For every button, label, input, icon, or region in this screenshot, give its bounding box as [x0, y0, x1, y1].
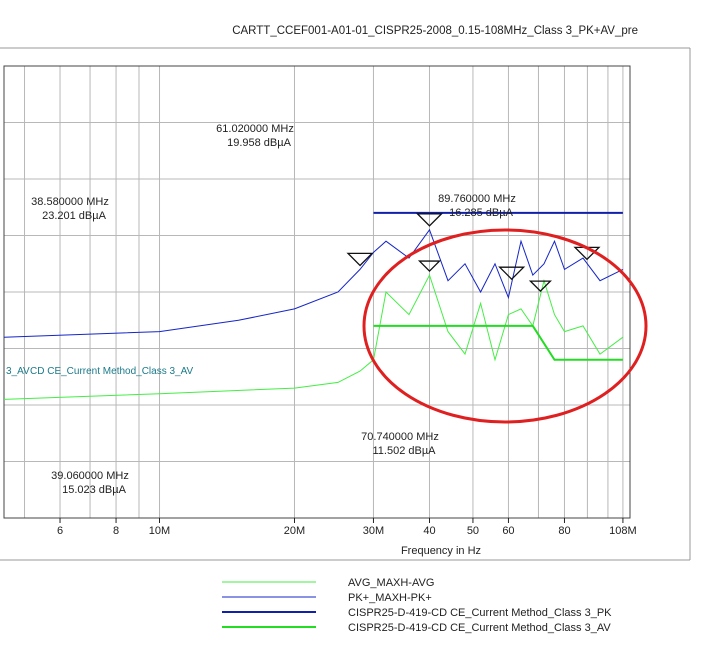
peak-marker: [498, 266, 526, 281]
x-tick-label: 108M: [609, 525, 637, 537]
legend-label: AVG_MAXH-AVG: [348, 577, 434, 589]
avg-marker: [528, 280, 552, 293]
series-line-3: [373, 324, 623, 361]
x-tick-label: 20M: [284, 525, 305, 537]
annotation-level: 15.023 dBµA: [62, 484, 126, 496]
x-axis-ticks: 6 8 10M 20M 30M 40 50 60 80 108M: [57, 518, 637, 537]
x-tick-label: 40: [423, 525, 435, 537]
limit-line-label-left: 3_AV: [6, 366, 30, 377]
peak-marker: [415, 213, 444, 227]
x-tick-label: 6: [57, 525, 63, 537]
annotation-frequency: 61.020000 MHz: [216, 123, 294, 135]
x-tick-label: 30M: [363, 525, 384, 537]
annotation-level: 16.285 dBµA: [449, 207, 513, 219]
legend-label: CISPR25-D-419-CD CE_Current Method_Class…: [348, 622, 611, 634]
chart-title: CARTT_CCEF001-A01-01_CISPR25-2008_0.15-1…: [232, 25, 638, 37]
annotation-level: 19.958 dBµA: [227, 137, 291, 149]
grid: [4, 66, 630, 518]
annotations: 61.020000 MHz 19.958 dBµA 38.580000 MHz 23.…: [31, 123, 516, 496]
legend-label: PK+_MAXH-PK+: [348, 592, 432, 604]
limit-line-label: CD CE_Current Method_Class 3_AV: [30, 366, 194, 377]
x-tick-label: 8: [113, 525, 119, 537]
marker-layer: [346, 213, 601, 293]
x-tick-label: 10M: [149, 525, 170, 537]
annotation-frequency: 39.060000 MHz: [51, 470, 129, 482]
overlay-layer: 3_AV CD CE_Current Method_Class 3_AV: [6, 366, 194, 377]
highlight-ellipse: [362, 228, 648, 424]
peak-marker: [346, 252, 374, 267]
legend-label: CISPR25-D-419-CD CE_Current Method_Class…: [348, 607, 612, 619]
series-line-1: [3, 228, 624, 338]
x-tick-label: 50: [467, 525, 479, 537]
annotation-level: 11.502 dBµA: [372, 445, 436, 457]
avg-marker: [417, 260, 442, 272]
annotation-frequency: 38.580000 MHz: [31, 196, 109, 208]
x-axis-label: Frequency in Hz: [401, 545, 481, 557]
legend: AVG_MAXH-AVG PK+_MAXH-PK+ CISPR25-D-419-CD…: [222, 577, 612, 634]
plot-frame: [3, 65, 631, 519]
series-line-0: [3, 273, 624, 400]
annotation-frequency: 89.760000 MHz: [438, 193, 516, 205]
x-tick-label: 80: [558, 525, 570, 537]
annotation-frequency: 70.740000 MHz: [361, 431, 439, 443]
series-layer: [3, 211, 624, 400]
x-tick-label: 60: [502, 525, 514, 537]
annotation-level: 23.201 dBµA: [42, 210, 106, 222]
